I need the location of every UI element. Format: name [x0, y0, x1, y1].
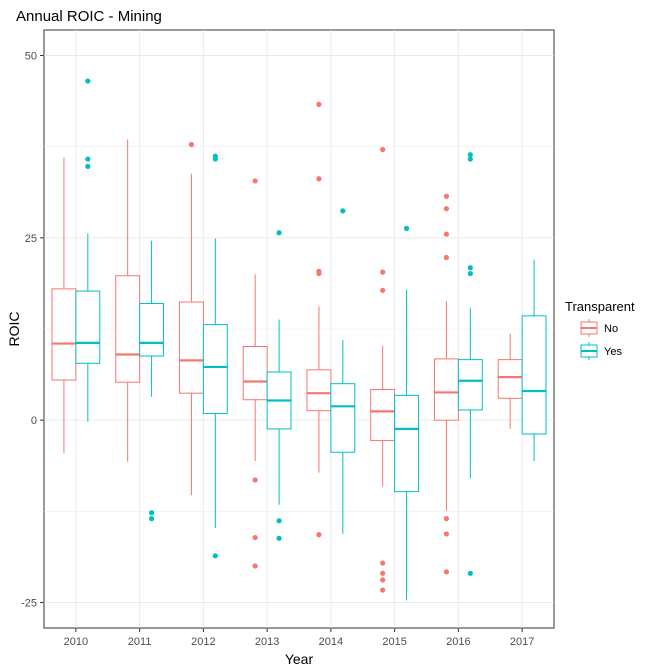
- x-tick-label: 2015: [382, 636, 406, 648]
- box: [242, 346, 268, 401]
- box-group: [139, 240, 165, 522]
- boxplot-marks: [51, 78, 547, 601]
- outlier-point: [252, 477, 258, 483]
- box: [202, 324, 228, 415]
- outlier-point: [380, 570, 386, 576]
- x-tick-label: 2017: [510, 636, 534, 648]
- outlier-point: [148, 516, 155, 522]
- legend-label: No: [604, 323, 618, 335]
- outlier-point: [340, 208, 346, 214]
- outlier-point: [212, 156, 218, 162]
- box: [497, 359, 523, 399]
- outlier-point: [443, 569, 450, 575]
- box: [433, 358, 459, 421]
- outlier-point: [188, 141, 195, 148]
- box: [75, 290, 101, 364]
- box: [51, 288, 77, 381]
- legend-title: Transparent: [565, 299, 635, 314]
- y-tick-label: 25: [25, 233, 37, 245]
- outlier-point: [380, 147, 386, 153]
- outlier-point: [467, 570, 473, 576]
- x-tick-label: 2016: [446, 636, 470, 648]
- box: [330, 383, 356, 453]
- box-group: [521, 259, 547, 461]
- outlier-point: [403, 225, 410, 231]
- legend-key: [579, 318, 599, 338]
- outlier-point: [212, 553, 218, 559]
- outlier-point: [380, 287, 386, 293]
- outlier-point: [85, 163, 91, 169]
- box-group: [266, 230, 292, 541]
- outlier-point: [443, 254, 450, 261]
- x-axis-title: Year: [285, 651, 314, 667]
- outlier-point: [467, 156, 473, 162]
- outlier-point: [276, 535, 282, 541]
- box-group: [330, 208, 356, 534]
- outlier-point: [443, 516, 450, 522]
- outlier-point: [467, 270, 473, 277]
- legend-label: Yes: [604, 346, 622, 358]
- box-group: [457, 152, 483, 576]
- y-axis-title: ROIC: [6, 312, 22, 347]
- outlier-point: [380, 560, 386, 566]
- y-tick-label: 50: [25, 51, 37, 63]
- x-tick-label: 2010: [64, 636, 88, 648]
- y-tick-label: -25: [21, 597, 37, 609]
- outlier-point: [316, 101, 322, 107]
- outlier-point: [252, 178, 258, 184]
- outlier-point: [252, 534, 258, 541]
- outlier-point: [443, 193, 450, 199]
- box: [178, 301, 204, 394]
- outlier-point: [380, 587, 386, 593]
- x-tick-label: 2014: [319, 636, 343, 648]
- chart-title: Annual ROIC - Mining: [16, 8, 162, 25]
- box-group: [394, 225, 420, 601]
- outlier-point: [85, 156, 91, 162]
- box-group: [178, 141, 204, 496]
- box: [394, 394, 420, 493]
- box-group: [433, 193, 459, 575]
- legend-key: [579, 341, 599, 361]
- box-group: [51, 157, 77, 453]
- outlier-point: [443, 531, 450, 537]
- outlier-point: [316, 532, 322, 538]
- box-group: [306, 101, 332, 538]
- x-tick-label: 2011: [128, 636, 152, 648]
- box-group: [202, 153, 228, 559]
- outlier-point: [467, 265, 473, 271]
- outlier-point: [443, 206, 450, 212]
- y-tick-label: 0: [31, 415, 37, 427]
- box: [306, 369, 332, 412]
- box-group: [75, 78, 101, 422]
- x-tick-label: 2013: [255, 636, 279, 648]
- outlier-point: [443, 231, 450, 237]
- outlier-point: [276, 518, 282, 524]
- box: [457, 359, 483, 411]
- axes: -25 0 25 50 2010 2011 2012 2013 2014 2015 2016 2017: [21, 51, 534, 648]
- box: [370, 389, 396, 442]
- outlier-point: [276, 230, 282, 236]
- box: [521, 315, 547, 435]
- outlier-point: [316, 270, 322, 277]
- box-group: [497, 333, 523, 429]
- x-tick-label: 2012: [191, 636, 215, 648]
- outlier-point: [467, 152, 473, 158]
- outlier-point: [252, 563, 258, 569]
- box-group: [242, 178, 268, 569]
- box: [115, 275, 141, 383]
- outlier-point: [316, 176, 322, 182]
- outlier-point: [380, 269, 386, 275]
- outlier-point: [85, 78, 91, 84]
- outlier-point: [380, 577, 386, 583]
- box: [139, 302, 165, 357]
- outlier-point: [148, 510, 155, 516]
- legend: Transparent No Yes: [565, 299, 635, 361]
